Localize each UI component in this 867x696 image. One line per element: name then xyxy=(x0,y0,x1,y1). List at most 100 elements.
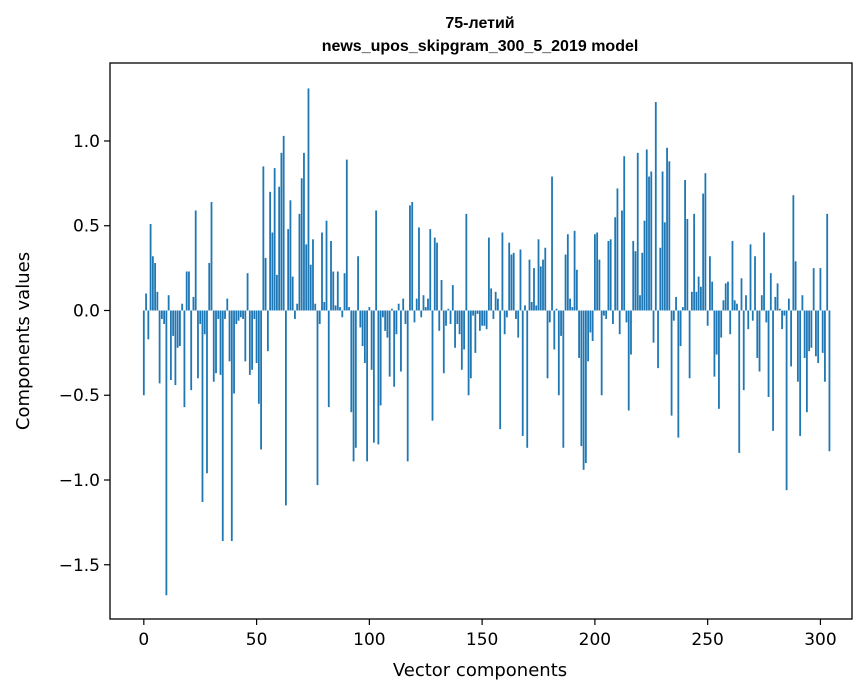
bar-4 xyxy=(151,256,154,311)
bar-63 xyxy=(285,310,287,506)
bar-139 xyxy=(456,310,459,325)
bar-194 xyxy=(580,310,583,447)
bar-295 xyxy=(808,310,811,352)
bar-5 xyxy=(154,263,156,311)
y-tick-label: −0.5 xyxy=(59,386,100,406)
bar-269 xyxy=(749,244,752,311)
bar-129 xyxy=(433,237,436,311)
bar-95 xyxy=(357,256,359,311)
bar-3 xyxy=(149,224,152,311)
bar-32 xyxy=(215,310,217,374)
bar-177 xyxy=(542,259,544,311)
bar-17 xyxy=(181,303,184,311)
bar-242 xyxy=(688,310,691,379)
bar-262 xyxy=(733,300,736,311)
bar-60 xyxy=(278,186,281,311)
bar-41 xyxy=(235,310,238,325)
bar-94 xyxy=(354,310,357,448)
bar-141 xyxy=(460,310,463,370)
chart-title: 75-летий xyxy=(445,15,514,32)
bar-253 xyxy=(713,310,716,377)
bar-207 xyxy=(609,239,612,311)
bar-66 xyxy=(291,276,294,311)
bar-175 xyxy=(537,239,540,311)
bar-16 xyxy=(179,310,181,347)
bar-78 xyxy=(318,310,321,325)
bar-187 xyxy=(564,254,567,311)
bar-130 xyxy=(436,242,438,311)
bar-84 xyxy=(332,271,335,311)
bar-18 xyxy=(183,310,186,408)
bar-108 xyxy=(386,310,389,338)
bar-257 xyxy=(722,300,725,311)
bar-133 xyxy=(442,310,445,374)
bar-125 xyxy=(424,307,427,311)
bar-234 xyxy=(670,310,673,416)
bar-159 xyxy=(501,232,504,311)
chart-subtitle: news_upos_skipgram_300_5_2019 model xyxy=(322,38,639,55)
bar-193 xyxy=(578,310,580,358)
bar-147 xyxy=(474,310,477,353)
bar-263 xyxy=(736,303,738,311)
bar-191 xyxy=(573,230,576,311)
bar-117 xyxy=(406,310,409,462)
bar-47 xyxy=(248,310,251,375)
bar-248 xyxy=(702,193,705,311)
bar-152 xyxy=(485,310,488,330)
bar-277 xyxy=(767,310,770,397)
bar-52 xyxy=(260,310,262,450)
bar-27 xyxy=(203,310,206,335)
bar-76 xyxy=(314,303,317,311)
bar-67 xyxy=(294,310,296,319)
bar-288 xyxy=(792,195,795,311)
bar-218 xyxy=(634,251,637,311)
bar-268 xyxy=(747,310,750,330)
y-tick-label: −1.0 xyxy=(59,471,100,491)
bar-116 xyxy=(404,310,407,325)
bar-33 xyxy=(217,310,220,319)
bar-56 xyxy=(269,191,272,311)
bar-154 xyxy=(490,288,493,311)
bar-282 xyxy=(778,308,781,311)
bar-166 xyxy=(517,310,520,338)
bar-221 xyxy=(641,252,644,311)
bar-151 xyxy=(483,310,486,326)
bar-290 xyxy=(796,310,799,382)
bar-251 xyxy=(709,256,711,311)
bar-198 xyxy=(589,310,592,333)
bar-77 xyxy=(316,310,319,486)
bar-298 xyxy=(815,310,817,357)
bar-92 xyxy=(350,310,353,413)
bar-100 xyxy=(368,307,371,311)
bar-196 xyxy=(584,310,587,464)
y-tick-label: 1.0 xyxy=(73,132,100,152)
bar-31 xyxy=(212,310,215,382)
bar-87 xyxy=(339,307,341,311)
bar-13 xyxy=(172,310,175,336)
bar-112 xyxy=(395,310,398,335)
bar-126 xyxy=(427,298,429,311)
bar-149 xyxy=(478,310,481,331)
bar-140 xyxy=(458,310,461,335)
bar-80 xyxy=(323,302,326,311)
bar-182 xyxy=(553,310,556,350)
bar-45 xyxy=(244,310,247,362)
x-tick-label: 100 xyxy=(353,630,385,650)
bar-62 xyxy=(282,135,285,311)
bar-217 xyxy=(632,240,635,311)
bar-83 xyxy=(330,240,332,311)
bar-71 xyxy=(303,152,305,311)
bar-82 xyxy=(327,310,330,408)
bar-180 xyxy=(548,310,551,323)
bar-34 xyxy=(219,310,222,375)
bar-260 xyxy=(729,310,732,335)
bar-249 xyxy=(704,173,707,311)
bar-55 xyxy=(266,310,269,352)
x-tick-label: 150 xyxy=(466,630,498,650)
bar-104 xyxy=(377,310,380,445)
bar-292 xyxy=(801,295,804,311)
bar-35 xyxy=(221,310,224,542)
bar-213 xyxy=(623,156,626,311)
bar-300 xyxy=(819,268,822,311)
x-tick-label: 200 xyxy=(579,630,611,650)
